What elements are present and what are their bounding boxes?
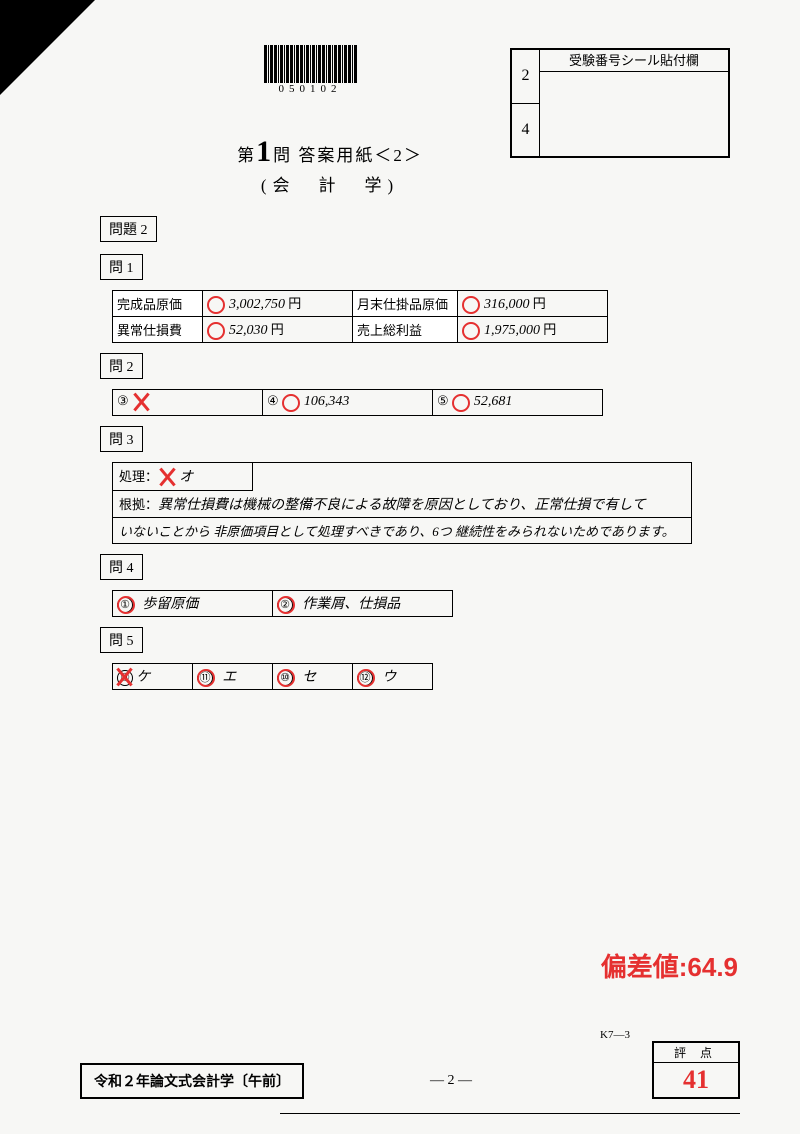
q2-c1: ③ bbox=[113, 390, 263, 416]
q1-table: 完成品原価 3,002,750 円 月末仕掛品原価 316,000 円 異常仕損… bbox=[112, 290, 608, 343]
q3-basis1: 根拠：異常仕損費は機械の整備不良による故障を原因としており、正常仕損で有して bbox=[113, 491, 691, 518]
circle-mark bbox=[117, 596, 135, 614]
cross-mark bbox=[158, 469, 176, 487]
circle-mark bbox=[462, 322, 480, 340]
k-code: K7—3 bbox=[600, 1029, 630, 1041]
q1-label: 問 1 bbox=[100, 254, 143, 280]
q4-c2: ② 作業屑、仕損品 bbox=[273, 591, 453, 617]
barcode: 050102 bbox=[240, 45, 380, 95]
circle-mark bbox=[207, 322, 225, 340]
q3-basis2: いないことから 非原価項目として処理すべきであり、6つ 継続性をみられないためで… bbox=[113, 518, 691, 543]
table-row: ⑨ ケ ⑪ エ ⑩ セ ⑫ ウ bbox=[113, 664, 433, 690]
exam-title: 令和２年論文式会計学〔午前〕 bbox=[80, 1063, 304, 1099]
deviation-value: 偏差値:64.9 bbox=[601, 947, 738, 984]
barcode-number: 050102 bbox=[240, 83, 380, 95]
q4-c1: ① 歩留原価 bbox=[113, 591, 273, 617]
q5-c2: ⑪ エ bbox=[193, 664, 273, 690]
q5-table: ⑨ ケ ⑪ エ ⑩ セ ⑫ ウ bbox=[112, 663, 433, 690]
q4-label: 問 4 bbox=[100, 554, 143, 580]
table-row: 異常仕損費 52,030 円 売上総利益 1,975,000 円 bbox=[113, 317, 608, 343]
cross-mark bbox=[132, 394, 150, 412]
table-row: ③ ④ 106,343 ⑤ 52,681 bbox=[113, 390, 603, 416]
footer: 令和２年論文式会計学〔午前〕 — 2 — K7—3 評点 41 bbox=[80, 1063, 740, 1099]
q1-v2: 316,000 円 bbox=[458, 291, 608, 317]
circle-mark bbox=[277, 596, 295, 614]
q4-table: ① 歩留原価 ② 作業屑、仕損品 bbox=[112, 590, 453, 617]
cross-mark bbox=[115, 669, 133, 687]
seal-box: 2 4 受験番号シール貼付欄 bbox=[510, 48, 730, 158]
q2-table: ③ ④ 106,343 ⑤ 52,681 bbox=[112, 389, 603, 416]
q5-c1: ⑨ ケ bbox=[113, 664, 193, 690]
q5-c3: ⑩ セ bbox=[273, 664, 353, 690]
corner-triangle bbox=[0, 0, 95, 95]
problem-label: 問題 2 bbox=[100, 216, 157, 242]
barcode-bars bbox=[240, 45, 380, 83]
title: 第1問 答案用紙＜2＞ (会 計 学) bbox=[220, 135, 440, 196]
q2-c3: ⑤ 52,681 bbox=[433, 390, 603, 416]
circle-mark bbox=[207, 296, 225, 314]
q5-label: 問 5 bbox=[100, 627, 143, 653]
q3-box: 処理： オ 根拠：異常仕損費は機械の整備不良による故障を原因としており、正常仕損… bbox=[112, 462, 692, 544]
circle-mark bbox=[462, 296, 480, 314]
q5-c4: ⑫ ウ bbox=[353, 664, 433, 690]
score-header: 評点 bbox=[654, 1043, 738, 1063]
q1-v2b: 1,975,000 円 bbox=[458, 317, 608, 343]
q1-v1: 3,002,750 円 bbox=[203, 291, 353, 317]
circle-mark bbox=[282, 394, 300, 412]
circle-mark bbox=[357, 669, 375, 687]
table-row: ① 歩留原価 ② 作業屑、仕損品 bbox=[113, 591, 453, 617]
score-value: 41 bbox=[654, 1063, 738, 1097]
title-line: 第1問 答案用紙＜2＞ bbox=[220, 135, 440, 169]
q1-l2: 月末仕掛品原価 bbox=[353, 291, 458, 317]
q3-label: 問 3 bbox=[100, 426, 143, 452]
score-box: 評点 41 bbox=[652, 1041, 740, 1099]
q1-l1: 完成品原価 bbox=[113, 291, 203, 317]
bottom-rule bbox=[280, 1113, 740, 1114]
circle-mark bbox=[197, 669, 215, 687]
seal-num-top: 2 bbox=[512, 50, 539, 104]
seal-right: 受験番号シール貼付欄 bbox=[540, 50, 728, 156]
circle-mark bbox=[277, 669, 295, 687]
content: 問題 2 問 1 完成品原価 3,002,750 円 月末仕掛品原価 316,0… bbox=[100, 210, 720, 694]
q1-l1b: 異常仕損費 bbox=[113, 317, 203, 343]
subject: (会 計 学) bbox=[220, 171, 440, 196]
table-row: 完成品原価 3,002,750 円 月末仕掛品原価 316,000 円 bbox=[113, 291, 608, 317]
q2-label: 問 2 bbox=[100, 353, 143, 379]
q1-v1b: 52,030 円 bbox=[203, 317, 353, 343]
seal-header: 受験番号シール貼付欄 bbox=[540, 50, 728, 72]
q3-treat: 処理： オ bbox=[113, 463, 253, 491]
seal-num-bottom: 4 bbox=[512, 104, 539, 157]
circle-mark bbox=[452, 394, 470, 412]
q1-l2b: 売上総利益 bbox=[353, 317, 458, 343]
seal-fraction: 2 4 bbox=[512, 50, 540, 156]
page-marker: — 2 — bbox=[430, 1073, 472, 1089]
q2-c2: ④ 106,343 bbox=[263, 390, 433, 416]
